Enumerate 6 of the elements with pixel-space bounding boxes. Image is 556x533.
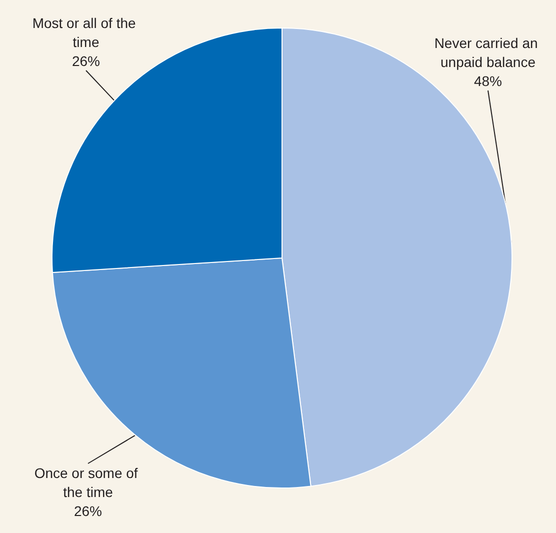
slice-label: Never carried an unpaid balance xyxy=(434,35,542,70)
data-label: 26% xyxy=(72,53,100,69)
slice-label: Most or all of the time xyxy=(32,15,140,50)
data-label: 48% xyxy=(474,73,502,89)
slice-label: Once or some of the time xyxy=(34,465,142,500)
data-label: 26% xyxy=(74,503,102,519)
